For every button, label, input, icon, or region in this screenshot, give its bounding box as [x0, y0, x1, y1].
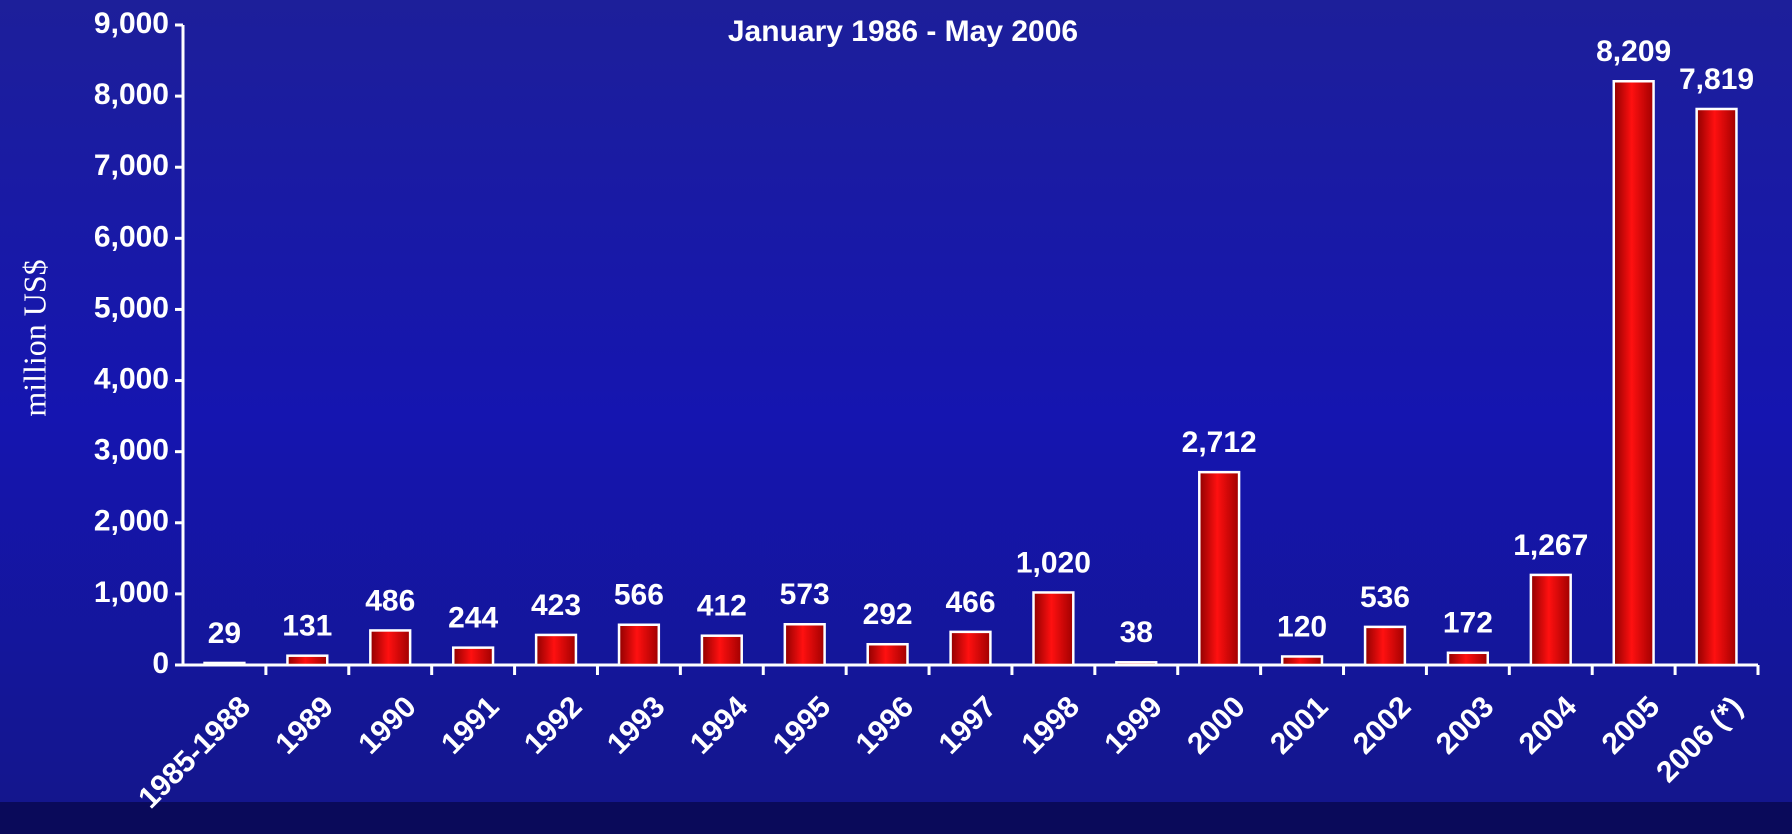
bar: [1529, 573, 1572, 667]
y-tick-label: 7,000: [94, 149, 169, 182]
data-label: 2,712: [1182, 426, 1257, 459]
y-axis-label: million US$: [16, 259, 52, 416]
bar: [1032, 591, 1075, 667]
data-label: 38: [1120, 616, 1153, 649]
data-label: 1,020: [1016, 546, 1091, 579]
bar: [866, 642, 909, 667]
bar: [534, 633, 578, 667]
y-tick-label: 5,000: [94, 291, 169, 324]
bar: [1695, 107, 1738, 667]
y-tick-label: 4,000: [94, 362, 169, 395]
bar: [700, 634, 743, 667]
bar: [1363, 625, 1407, 667]
data-label: 172: [1443, 607, 1493, 640]
data-label: 423: [531, 589, 581, 622]
data-label: 486: [365, 584, 415, 617]
y-tick-label: 3,000: [94, 434, 169, 467]
data-label: 412: [697, 590, 747, 623]
bar: [1446, 651, 1490, 667]
y-tick-label: 8,000: [94, 78, 169, 111]
bar: [1115, 661, 1158, 667]
data-label: 131: [282, 610, 332, 643]
bar: [1612, 79, 1655, 667]
data-label: 244: [448, 602, 498, 635]
bar: [1280, 655, 1324, 667]
bar: [1198, 470, 1241, 667]
data-label: 566: [614, 579, 664, 612]
data-label: 573: [780, 578, 830, 611]
data-label: 7,819: [1679, 63, 1754, 96]
chart-title: January 1986 - May 2006: [728, 15, 1078, 48]
y-tick-label: 0: [152, 647, 169, 680]
bar: [451, 646, 495, 667]
y-tick-label: 6,000: [94, 220, 169, 253]
bar: [203, 661, 246, 667]
data-label: 292: [863, 598, 913, 631]
y-tick-label: 1,000: [94, 576, 169, 609]
data-label: 1,267: [1513, 529, 1588, 562]
data-label: 120: [1277, 610, 1327, 643]
y-tick-label: 2,000: [94, 505, 169, 538]
bar: [949, 630, 992, 667]
footer-band: [0, 802, 1792, 834]
y-tick-label: 9,000: [94, 7, 169, 40]
bar: [286, 654, 329, 667]
bar: [369, 629, 412, 667]
data-label: 8,209: [1596, 35, 1671, 68]
bar: [783, 623, 826, 667]
bar: [617, 623, 661, 667]
data-label: 29: [208, 617, 241, 650]
data-label: 466: [945, 586, 995, 619]
data-label: 536: [1360, 581, 1410, 614]
